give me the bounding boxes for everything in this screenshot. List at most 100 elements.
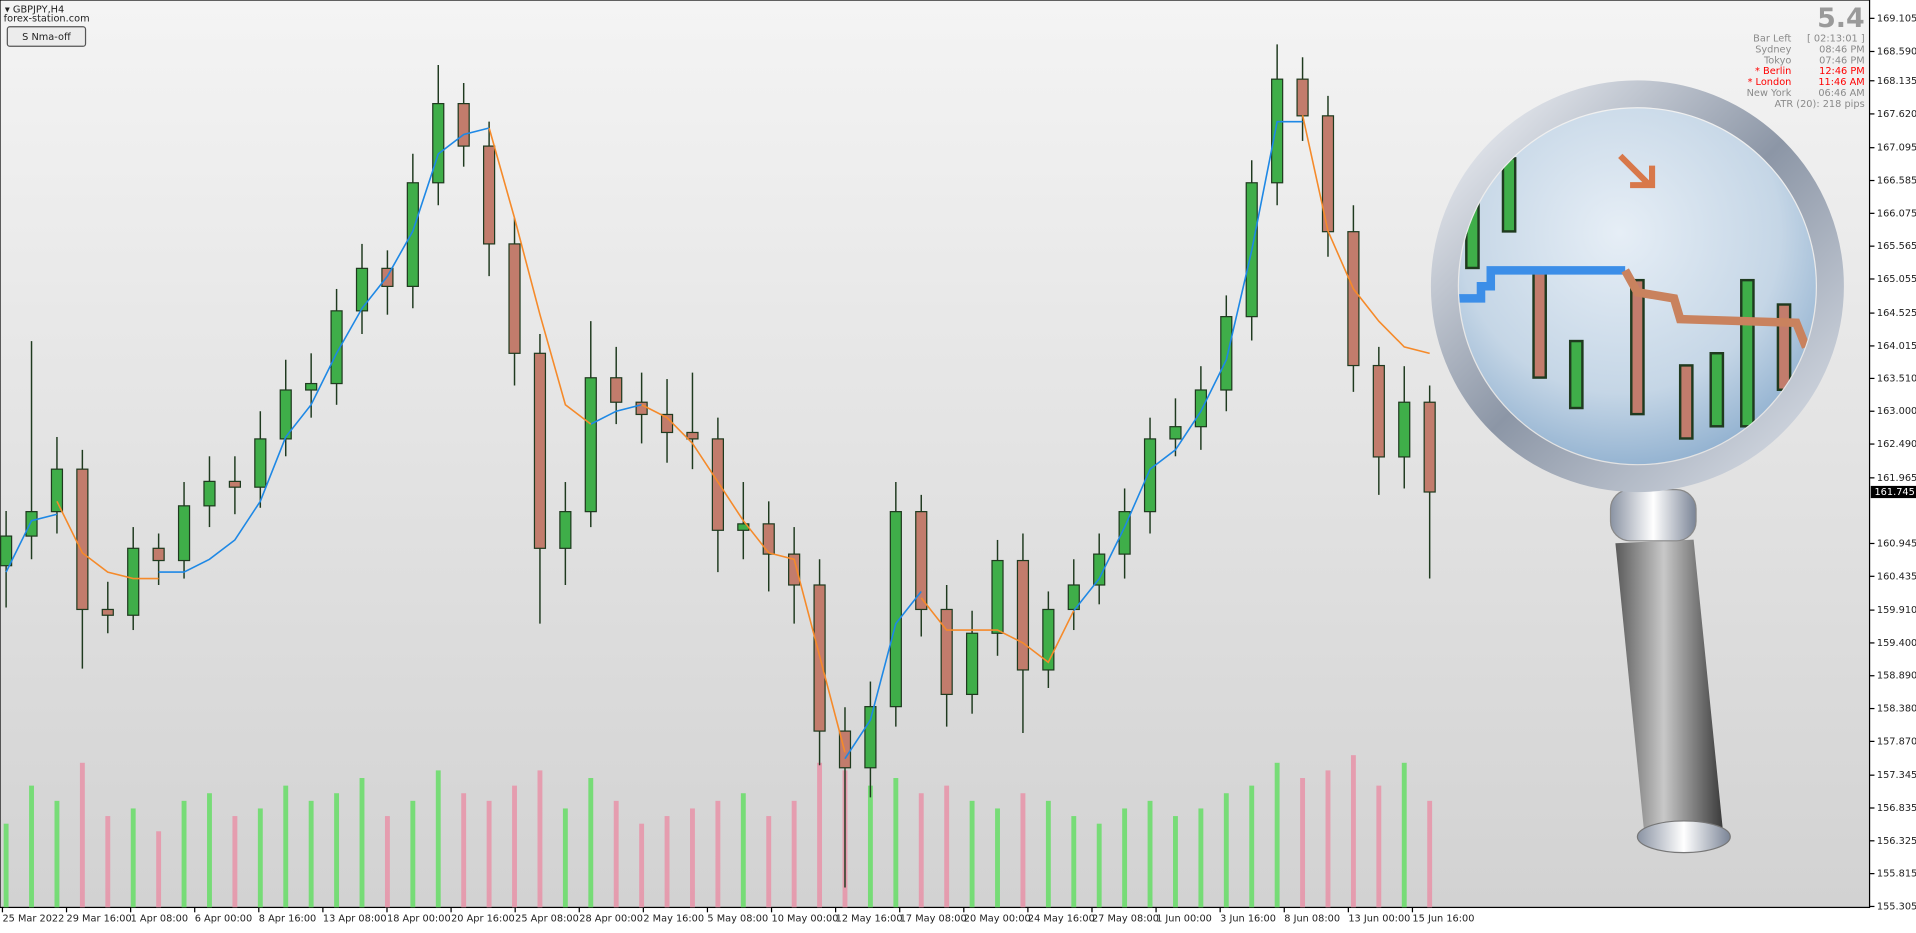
toggle-button[interactable]: S Nma-off <box>6 26 87 47</box>
candle-body <box>330 310 343 385</box>
y-tick-label: 165.565 <box>1877 241 1916 252</box>
candle-body <box>1271 78 1284 184</box>
candle-body <box>533 352 547 549</box>
info-label: Sydney <box>1755 44 1791 55</box>
candle-body <box>1220 316 1233 391</box>
x-tick-label: 10 May 00:00 <box>772 913 839 924</box>
candle-body <box>1169 426 1182 440</box>
y-tick-label: 163.000 <box>1877 406 1916 417</box>
info-label: New York <box>1747 88 1792 99</box>
candle-body <box>889 511 902 708</box>
x-tick-label: 28 Apr 00:00 <box>579 913 643 924</box>
y-tick-label: 164.015 <box>1877 341 1916 352</box>
candle-body <box>1372 364 1385 458</box>
x-tick-label: 25 Mar 2022 <box>2 913 64 924</box>
info-value: 12:46 PM <box>1819 66 1865 77</box>
button-label[interactable]: S Nma-off <box>22 32 71 43</box>
y-tick-label: 165.055 <box>1877 274 1916 285</box>
indicator-line <box>5 513 58 573</box>
x-tick-label: 12 May 16:00 <box>836 913 903 924</box>
y-tick-label: 160.945 <box>1877 538 1916 549</box>
y-tick-label: 158.890 <box>1877 671 1916 682</box>
volume-bar <box>1427 800 1433 908</box>
volume-bar <box>79 762 85 908</box>
candle-body <box>584 377 597 513</box>
x-tick-label: 20 May 00:00 <box>964 913 1031 924</box>
candle-body <box>432 103 445 184</box>
candle-body <box>406 182 419 287</box>
indicator-line <box>56 500 159 580</box>
candle-body <box>76 468 89 611</box>
volume-bar <box>181 800 187 908</box>
candle-body <box>305 382 318 391</box>
indicator-line <box>920 597 1075 664</box>
candle-body <box>915 511 928 611</box>
candle-body <box>50 468 64 513</box>
volume-bar <box>334 793 340 908</box>
candle-body <box>635 401 648 416</box>
volume-bar <box>1173 816 1178 908</box>
candle-body <box>762 523 775 555</box>
volume-bar <box>562 808 568 908</box>
candle-body <box>864 706 877 769</box>
candle-body <box>152 547 165 562</box>
volume-bar <box>1198 808 1204 908</box>
volume-bar <box>1300 778 1306 908</box>
candle-body <box>559 511 572 549</box>
candle-body <box>1194 389 1207 428</box>
candle-body <box>1296 78 1309 117</box>
volume-bar <box>740 793 746 908</box>
x-tick-label: 27 May 08:00 <box>1092 913 1159 924</box>
candle-body <box>610 377 623 403</box>
y-tick-label: 156.325 <box>1877 836 1916 847</box>
x-tick-label: 8 Apr 16:00 <box>259 913 316 924</box>
magnifier-handle <box>1615 539 1723 838</box>
volume-bar <box>410 800 416 908</box>
volume-bar <box>207 793 212 908</box>
volume-bar <box>690 808 695 908</box>
candle-body <box>228 480 242 488</box>
volume-bar <box>995 808 1000 908</box>
x-tick-label: 20 Apr 16:00 <box>451 913 515 924</box>
x-tick-label: 13 Apr 08:00 <box>323 913 387 924</box>
spread-value: 5.4 <box>1817 3 1865 34</box>
button-frame[interactable] <box>6 26 87 47</box>
x-tick-label: 18 Apr 00:00 <box>387 913 451 924</box>
atr-label: ATR (20): 218 pips <box>1775 99 1865 110</box>
volume-bar <box>766 816 772 908</box>
volume-bar <box>232 816 238 908</box>
indicator-line <box>641 404 846 753</box>
volume-bar <box>384 816 390 908</box>
candle-body <box>203 480 216 507</box>
x-tick-label: 1 Apr 08:00 <box>131 913 188 924</box>
candle-body <box>965 632 979 696</box>
volume-bar <box>359 778 365 908</box>
indicator-line <box>590 403 642 425</box>
indicator-line <box>1073 120 1303 612</box>
volume-bar <box>1249 785 1255 908</box>
candle-body <box>1093 553 1106 586</box>
candle-body <box>1398 401 1411 458</box>
candle-body <box>788 553 801 586</box>
info-label: Tokyo <box>1763 55 1791 66</box>
y-tick-label: 161.965 <box>1877 473 1916 484</box>
candle-body <box>1042 608 1055 671</box>
volume-bar <box>1147 800 1153 908</box>
candle-body <box>0 535 13 567</box>
y-tick-label: 169.105 <box>1877 13 1916 24</box>
x-tick-label: 8 Jun 08:00 <box>1284 913 1340 924</box>
volume-bar <box>1045 800 1051 908</box>
symbol-label: ▾ GBPJPY,H4 <box>5 5 64 16</box>
y-tick-label: 158.380 <box>1877 704 1916 715</box>
volume-bar <box>867 785 873 908</box>
volume-bar <box>283 785 289 908</box>
info-label: Bar Left <box>1753 33 1791 44</box>
magnifier <box>1430 80 1844 854</box>
volume-bar <box>486 800 492 908</box>
y-tick-label: 159.400 <box>1877 638 1916 649</box>
volume-bar <box>918 793 924 908</box>
y-tick-label: 166.585 <box>1877 176 1916 187</box>
candle-body <box>1347 231 1360 367</box>
volume-bar <box>29 785 34 908</box>
